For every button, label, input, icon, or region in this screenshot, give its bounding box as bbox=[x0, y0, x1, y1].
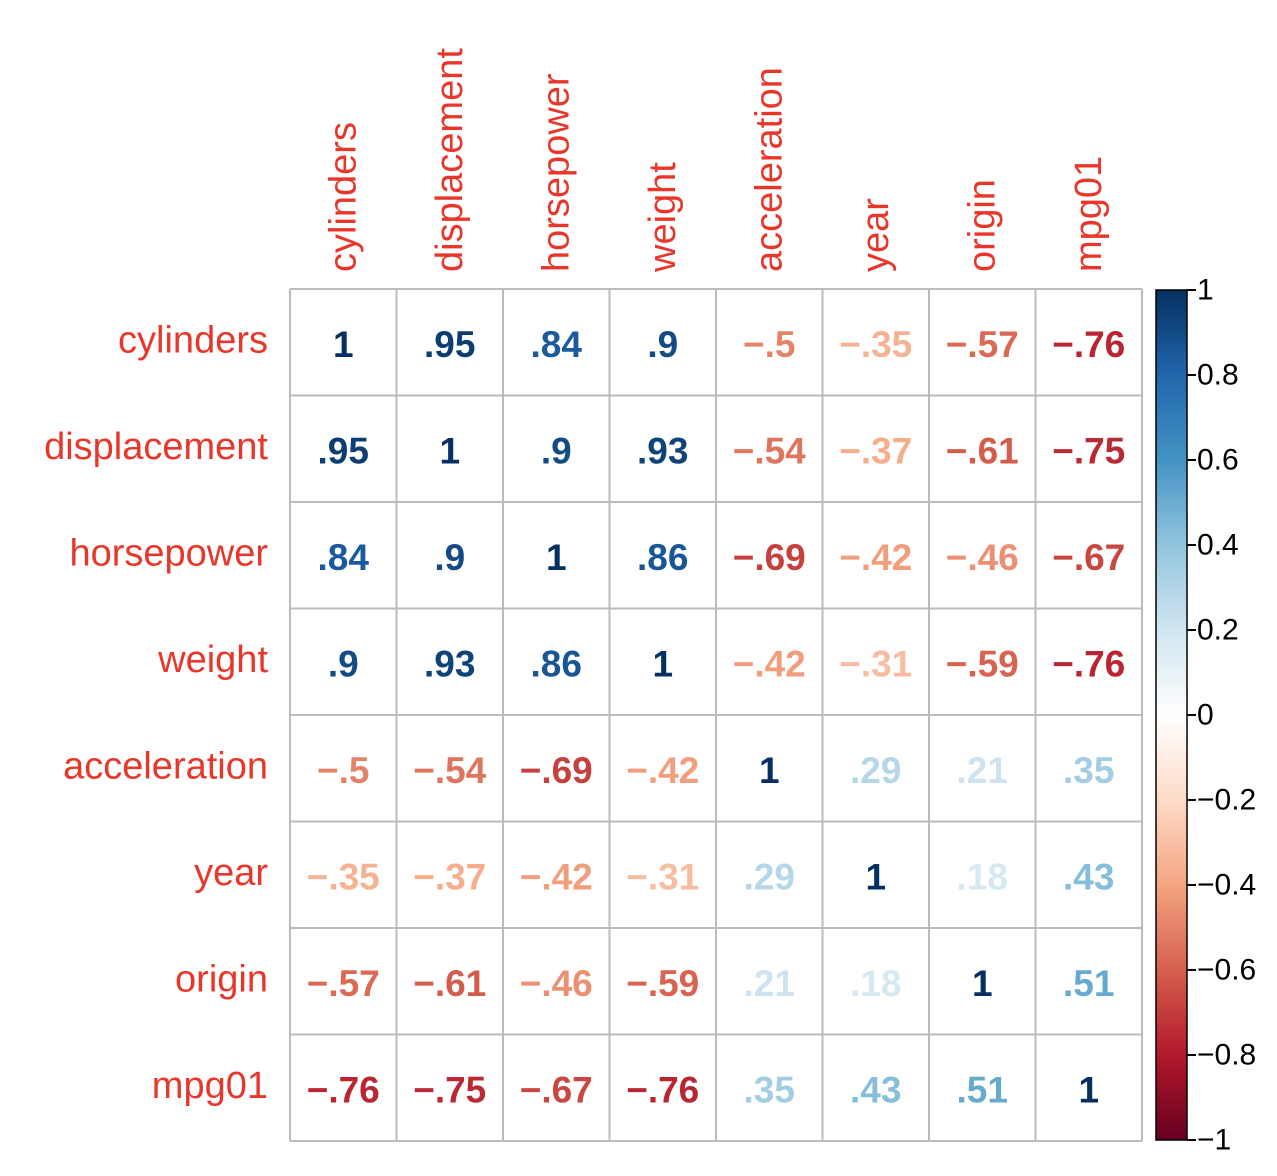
cell-value-year-mpg01: .43 bbox=[1063, 856, 1114, 897]
cell-value-weight-cylinders: .9 bbox=[328, 643, 359, 684]
cell-value-displacement-acceleration: −.54 bbox=[733, 430, 806, 471]
cell-value-horsepower-origin: −.46 bbox=[946, 537, 1019, 578]
cell-value-weight-origin: −.59 bbox=[946, 643, 1019, 684]
cell-value-horsepower-cylinders: .84 bbox=[318, 537, 370, 578]
cell-value-mpg01-cylinders: −.76 bbox=[307, 1069, 380, 1110]
cell-value-year-year: 1 bbox=[865, 856, 886, 897]
column-label-origin: origin bbox=[961, 179, 1003, 272]
cell-value-year-cylinders: −.35 bbox=[307, 856, 380, 897]
colorbar: 1 0.8 0.6 0.4 0.2 0 −0.2 −0.4 −0.6 −0.8 −1 bbox=[1155, 274, 1256, 1157]
cell-value-displacement-cylinders: .95 bbox=[318, 430, 369, 471]
cell-value-cylinders-origin: −.57 bbox=[946, 324, 1019, 365]
cell-value-weight-horsepower: .86 bbox=[531, 643, 582, 684]
cell-value-origin-horsepower: −.46 bbox=[520, 963, 593, 1004]
cell-value-mpg01-displacement: −.75 bbox=[413, 1069, 486, 1110]
column-label-cylinders: cylinders bbox=[322, 122, 364, 272]
cell-value-displacement-displacement: 1 bbox=[439, 430, 460, 471]
cell-value-weight-acceleration: −.42 bbox=[733, 643, 806, 684]
colorbar-tick-label: −0.6 bbox=[1197, 954, 1256, 987]
cell-value-cylinders-weight: .9 bbox=[647, 324, 678, 365]
cell-value-displacement-origin: −.61 bbox=[946, 430, 1019, 471]
cell-value-horsepower-weight: .86 bbox=[637, 537, 688, 578]
cell-value-acceleration-displacement: −.54 bbox=[413, 750, 486, 791]
cell-values: 1 .95 .84 .9 −.5 −.35 −.57 −.76 .95 1 .9 .93 −.54 −.3… bbox=[307, 324, 1126, 1111]
cell-value-acceleration-acceleration: 1 bbox=[759, 750, 780, 791]
cell-value-displacement-year: −.37 bbox=[839, 430, 912, 471]
colorbar-gradient bbox=[1155, 289, 1188, 1141]
row-label-displacement: displacement bbox=[44, 426, 268, 468]
cell-value-displacement-mpg01: −.75 bbox=[1052, 430, 1125, 471]
cell-value-horsepower-displacement: .9 bbox=[434, 537, 465, 578]
cell-value-mpg01-weight: −.76 bbox=[626, 1069, 699, 1110]
column-label-weight: weight bbox=[642, 162, 684, 273]
colorbar-tick-label: −0.2 bbox=[1197, 784, 1256, 817]
cell-value-cylinders-year: −.35 bbox=[839, 324, 912, 365]
cell-value-displacement-weight: .93 bbox=[637, 430, 688, 471]
cell-value-origin-acceleration: .21 bbox=[744, 963, 795, 1004]
colorbar-tick-label: −1 bbox=[1197, 1124, 1231, 1157]
cell-value-displacement-horsepower: .9 bbox=[541, 430, 572, 471]
column-label-displacement: displacement bbox=[429, 48, 471, 272]
cell-value-year-acceleration: .29 bbox=[744, 856, 795, 897]
cell-value-acceleration-horsepower: −.69 bbox=[520, 750, 593, 791]
cell-value-acceleration-origin: .21 bbox=[957, 750, 1008, 791]
colorbar-tick-label: −0.8 bbox=[1197, 1039, 1256, 1072]
cell-value-cylinders-cylinders: 1 bbox=[333, 324, 354, 365]
cell-value-horsepower-horsepower: 1 bbox=[546, 537, 567, 578]
grid bbox=[289, 288, 1143, 1142]
cell-value-year-weight: −.31 bbox=[626, 856, 699, 897]
cell-value-acceleration-mpg01: .35 bbox=[1063, 750, 1114, 791]
cell-value-origin-weight: −.59 bbox=[626, 963, 699, 1004]
cell-value-year-horsepower: −.42 bbox=[520, 856, 593, 897]
cell-value-weight-year: −.31 bbox=[839, 643, 912, 684]
colorbar-tick-label: 0 bbox=[1197, 699, 1214, 732]
cell-value-weight-weight: 1 bbox=[652, 643, 673, 684]
cell-value-mpg01-horsepower: −.67 bbox=[520, 1069, 593, 1110]
colorbar-tick-label: 0.6 bbox=[1197, 444, 1239, 477]
cell-value-origin-origin: 1 bbox=[972, 963, 993, 1004]
column-label-horsepower: horsepower bbox=[535, 73, 577, 272]
row-label-cylinders: cylinders bbox=[118, 319, 268, 361]
row-label-origin: origin bbox=[175, 958, 268, 1000]
column-label-acceleration: acceleration bbox=[748, 67, 790, 272]
cell-value-mpg01-acceleration: .35 bbox=[744, 1069, 795, 1110]
cell-value-weight-displacement: .93 bbox=[424, 643, 475, 684]
cell-value-horsepower-year: −.42 bbox=[839, 537, 912, 578]
row-label-acceleration: acceleration bbox=[63, 745, 268, 787]
row-label-mpg01: mpg01 bbox=[152, 1065, 268, 1107]
cell-value-mpg01-mpg01: 1 bbox=[1078, 1069, 1099, 1110]
colorbar-tick-label: −0.4 bbox=[1197, 869, 1256, 902]
cell-value-cylinders-mpg01: −.76 bbox=[1052, 324, 1125, 365]
cell-value-cylinders-acceleration: −.5 bbox=[743, 324, 795, 365]
cell-value-year-displacement: −.37 bbox=[413, 856, 486, 897]
column-label-mpg01: mpg01 bbox=[1068, 156, 1110, 272]
colorbar-tick-label: 0.2 bbox=[1197, 614, 1239, 647]
cell-value-horsepower-mpg01: −.67 bbox=[1052, 537, 1125, 578]
cell-value-acceleration-cylinders: −.5 bbox=[317, 750, 369, 791]
cell-value-acceleration-weight: −.42 bbox=[626, 750, 699, 791]
cell-value-mpg01-year: .43 bbox=[850, 1069, 901, 1110]
colorbar-tick-label: 1 bbox=[1197, 274, 1214, 307]
column-labels: cylinders displacement horsepower weight acc… bbox=[322, 48, 1110, 273]
cell-value-cylinders-horsepower: .84 bbox=[531, 324, 583, 365]
colorbar-tick-label: 0.8 bbox=[1197, 359, 1239, 392]
row-label-weight: weight bbox=[157, 639, 268, 681]
cell-value-horsepower-acceleration: −.69 bbox=[733, 537, 806, 578]
cell-value-mpg01-origin: .51 bbox=[957, 1069, 1008, 1110]
cell-value-origin-cylinders: −.57 bbox=[307, 963, 380, 1004]
cell-value-acceleration-year: .29 bbox=[850, 750, 901, 791]
row-label-year: year bbox=[194, 852, 268, 894]
cell-value-origin-year: .18 bbox=[850, 963, 901, 1004]
cell-value-origin-displacement: −.61 bbox=[413, 963, 486, 1004]
column-label-year: year bbox=[855, 198, 897, 272]
cell-value-cylinders-displacement: .95 bbox=[424, 324, 475, 365]
colorbar-tick-label: 0.4 bbox=[1197, 529, 1239, 562]
cell-value-weight-mpg01: −.76 bbox=[1052, 643, 1125, 684]
cell-value-year-origin: .18 bbox=[957, 856, 1008, 897]
cell-value-origin-mpg01: .51 bbox=[1063, 963, 1114, 1004]
row-labels: cylinders displacement horsepower weight acc… bbox=[44, 319, 268, 1107]
row-label-horsepower: horsepower bbox=[69, 532, 268, 574]
